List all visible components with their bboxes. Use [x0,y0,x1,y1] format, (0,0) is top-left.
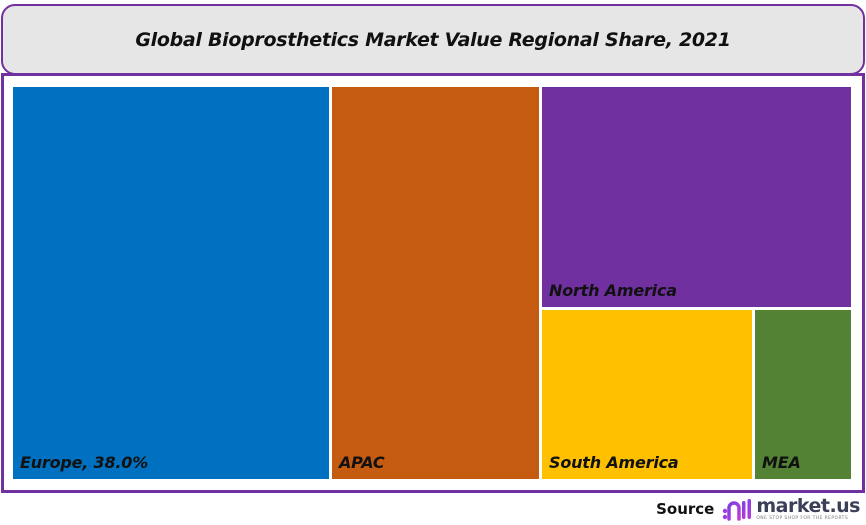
tile-label-europe: Europe, 38.0% [20,453,149,472]
source-attribution: Source market.us ONE STOP SHOP FOR THE R… [656,496,860,522]
tile-south-america: South America [542,310,752,479]
tile-north-america: North America [542,87,851,307]
logo-wordmark: market.us [756,494,860,517]
tile-label-mea: MEA [762,453,801,472]
logo-tagline: ONE STOP SHOP FOR THE REPORTS [756,515,849,521]
tile-apac: APAC [332,87,539,479]
tile-label-south-america: South America [549,453,679,472]
market-us-logo-icon [723,499,752,521]
tile-europe: Europe, 38.0% [13,87,329,479]
chart-title-box: Global Bioprosthetics Market Value Regio… [1,4,865,75]
chart-title: Global Bioprosthetics Market Value Regio… [135,28,731,51]
source-label: Source [656,500,715,518]
market-us-logo: market.us ONE STOP SHOP FOR THE REPORTS [722,494,860,522]
tile-label-north-america: North America [549,281,677,300]
tile-mea: MEA [755,310,851,479]
tile-label-apac: APAC [339,453,385,472]
